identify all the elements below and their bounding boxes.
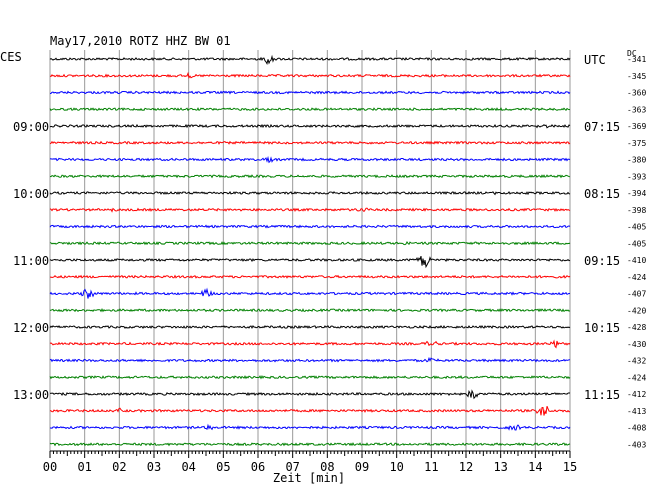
dc-value: -420 (627, 306, 646, 315)
dc-value: -424 (627, 373, 646, 382)
left-time-label: 10:00 (13, 187, 49, 201)
trace-line (49, 405, 571, 416)
dc-value: -363 (627, 105, 646, 114)
dc-value: -428 (627, 323, 646, 332)
left-time-label: 09:00 (13, 120, 49, 134)
x-tick-label: 05 (216, 460, 230, 474)
right-time-label: 11:15 (584, 388, 620, 402)
x-tick-label: 01 (77, 460, 91, 474)
trace-line (49, 339, 571, 349)
left-time-label: 12:00 (13, 321, 49, 335)
dc-value: -405 (627, 239, 646, 248)
x-tick-label: 04 (181, 460, 195, 474)
trace-line (49, 140, 571, 145)
dc-value: -398 (627, 206, 646, 215)
grid (49, 50, 571, 451)
dc-value: -375 (627, 139, 646, 148)
dc-value: -394 (627, 189, 646, 198)
trace-line (49, 255, 571, 269)
trace-line (49, 389, 571, 400)
x-tick-label: 11 (424, 460, 438, 474)
dc-value: -407 (627, 290, 646, 299)
x-tick-label: 15 (563, 460, 577, 474)
dc-header: DC (627, 49, 637, 58)
dc-value: -410 (627, 256, 646, 265)
x-tick-label: 10 (389, 460, 403, 474)
trace-line (49, 190, 571, 196)
dc-value: -432 (627, 357, 646, 366)
trace-line (49, 90, 571, 95)
trace-line (49, 71, 571, 79)
x-tick-label: 02 (112, 460, 126, 474)
dc-value: -412 (627, 390, 646, 399)
dc-value: -360 (627, 89, 646, 98)
trace-line (49, 423, 571, 431)
dc-value: -424 (627, 273, 646, 282)
right-time-label: 08:15 (584, 187, 620, 201)
trace-line (49, 356, 571, 363)
right-time-label: 07:15 (584, 120, 620, 134)
left-time-header: CES (0, 50, 22, 64)
trace-line (49, 224, 571, 229)
dc-value: -405 (627, 223, 646, 232)
dc-value: -369 (627, 122, 646, 131)
dc-value: -380 (627, 156, 646, 165)
x-tick-label: 12 (459, 460, 473, 474)
trace-line (49, 442, 571, 447)
left-time-label: 13:00 (13, 388, 49, 402)
right-time-label: 09:15 (584, 254, 620, 268)
x-tick-label: 14 (528, 460, 542, 474)
dc-value: -430 (627, 340, 646, 349)
trace-line (49, 123, 571, 129)
trace-line (49, 375, 571, 380)
trace-line (49, 274, 571, 279)
traces (49, 54, 571, 447)
trace-line (49, 174, 571, 179)
trace-line (49, 107, 571, 112)
x-axis: 00 01 02 03 04 05 06 07 08 09 10 11 12 13 14 15 (43, 450, 577, 474)
dc-value: -341 (627, 55, 646, 64)
x-tick-label: 13 (493, 460, 507, 474)
time-labels: -341 -345 -360 -363 -369 -375 -380 -393 -394 -398… (13, 53, 646, 449)
dc-value: -408 (627, 424, 646, 433)
x-tick-label: 06 (251, 460, 265, 474)
dc-value: -413 (627, 407, 646, 416)
chart-title: May17,2010 ROTZ HHZ BW 01 (50, 34, 231, 48)
x-tick-label: 07 (285, 460, 299, 474)
x-tick-label: 03 (147, 460, 161, 474)
trace-line (49, 54, 571, 65)
trace-line (49, 240, 571, 246)
x-tick-label: 00 (43, 460, 57, 474)
x-tick-label: 08 (320, 460, 334, 474)
dc-value: -345 (627, 72, 646, 81)
x-axis-label: Zeit [min] (273, 471, 345, 485)
trace-line (49, 324, 571, 330)
dc-value: -403 (627, 440, 646, 449)
trace-line (49, 155, 571, 164)
trace-line (49, 308, 571, 313)
left-time-label: 11:00 (13, 254, 49, 268)
right-time-label: UTC (584, 53, 606, 67)
trace-line (49, 287, 571, 299)
x-tick-label: 09 (355, 460, 369, 474)
right-time-label: 10:15 (584, 321, 620, 335)
trace-line (49, 207, 571, 213)
dc-value: -393 (627, 172, 646, 181)
